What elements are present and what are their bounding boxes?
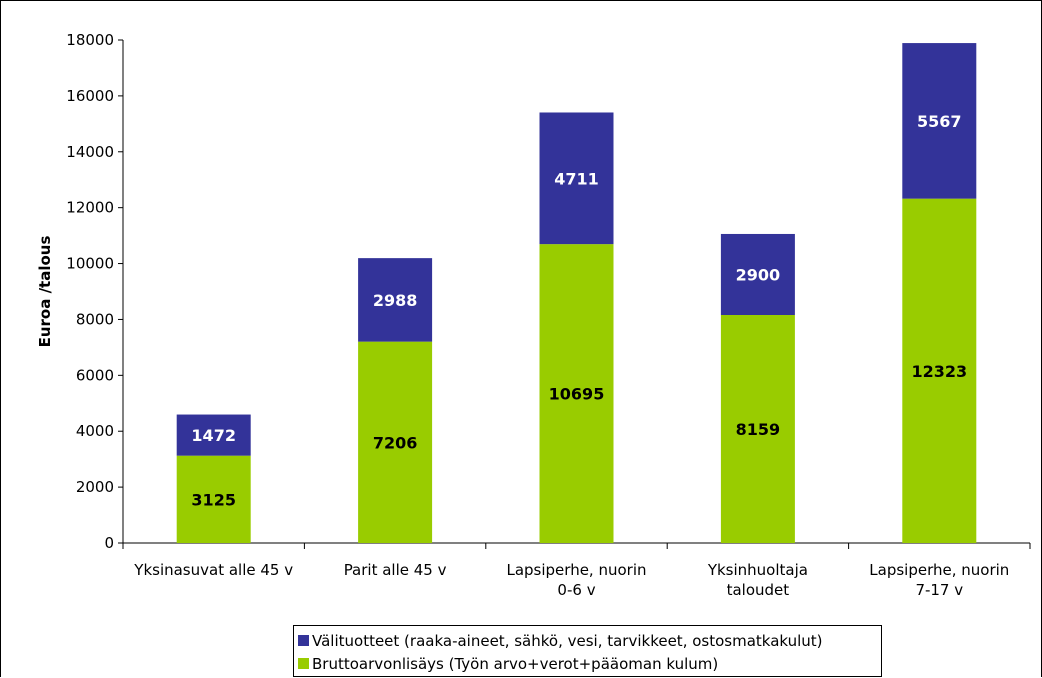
bar-value-label: 2900	[736, 265, 781, 284]
bar-segment-valituotteet	[358, 258, 433, 342]
bar-value-label: 10695	[549, 385, 605, 404]
x-category-label: Lapsiperhe, nuorin	[869, 561, 1009, 579]
bar-value-label: 8159	[736, 420, 781, 439]
bar-value-label: 1472	[191, 426, 236, 445]
y-tick-label: 12000	[66, 199, 114, 217]
bar-value-label: 7206	[373, 433, 418, 452]
bar-segment-bruttoarvonlisays	[358, 341, 433, 543]
bar-value-label: 2988	[373, 291, 418, 310]
x-category-label: Yksinasuvat alle 45 v	[133, 561, 293, 579]
bar-segment-bruttoarvonlisays	[539, 244, 614, 544]
y-tick-label: 16000	[66, 87, 114, 105]
bar-segment-bruttoarvonlisays	[176, 455, 251, 543]
x-category-label: Lapsiperhe, nuorin	[506, 561, 646, 579]
legend-swatch-bruttoarvonlisays	[298, 658, 309, 669]
legend-label-valituotteet: Välituotteet (raaka-aineet, sähkö, vesi,…	[312, 631, 823, 650]
x-category-label: 7-17 v	[915, 581, 963, 599]
bar-segment-valituotteet	[539, 112, 614, 245]
legend: Välituotteet (raaka-aineet, sähkö, vesi,…	[293, 625, 882, 677]
legend-swatch-valituotteet	[298, 635, 309, 646]
bar-segment-valituotteet	[902, 43, 977, 199]
legend-label-bruttoarvonlisays: Bruttoarvonlisäys (Työn arvo+verot+pääom…	[312, 654, 719, 673]
x-category-label: Yksinhuoltaja	[707, 561, 808, 579]
x-category-label: 0-6 v	[557, 581, 595, 599]
bar-value-label: 3125	[191, 490, 236, 509]
bar-value-label: 12323	[911, 362, 967, 381]
y-tick-label: 6000	[76, 366, 114, 384]
bar-value-label: 5567	[917, 112, 962, 131]
legend-item-valituotteet: Välituotteet (raaka-aineet, sähkö, vesi,…	[298, 629, 875, 652]
y-tick-label: 10000	[66, 255, 114, 273]
x-category-label: Parit alle 45 v	[344, 561, 447, 579]
legend-item-bruttoarvonlisays: Bruttoarvonlisäys (Työn arvo+verot+pääom…	[298, 652, 875, 675]
y-tick-label: 18000	[66, 31, 114, 49]
y-tick-label: 8000	[76, 310, 114, 328]
bar-segment-bruttoarvonlisays	[902, 198, 977, 543]
y-tick-label: 0	[104, 534, 114, 552]
y-axis-label: Euroa /talous	[36, 236, 54, 348]
bar-segment-bruttoarvonlisays	[720, 315, 795, 543]
y-tick-label: 4000	[76, 422, 114, 440]
y-tick-label: 14000	[66, 143, 114, 161]
y-tick-label: 2000	[76, 478, 114, 496]
bar-value-label: 4711	[554, 169, 599, 188]
bar-segment-valituotteet	[720, 233, 795, 316]
x-category-label: taloudet	[727, 581, 790, 599]
bar-segment-valituotteet	[176, 414, 251, 456]
